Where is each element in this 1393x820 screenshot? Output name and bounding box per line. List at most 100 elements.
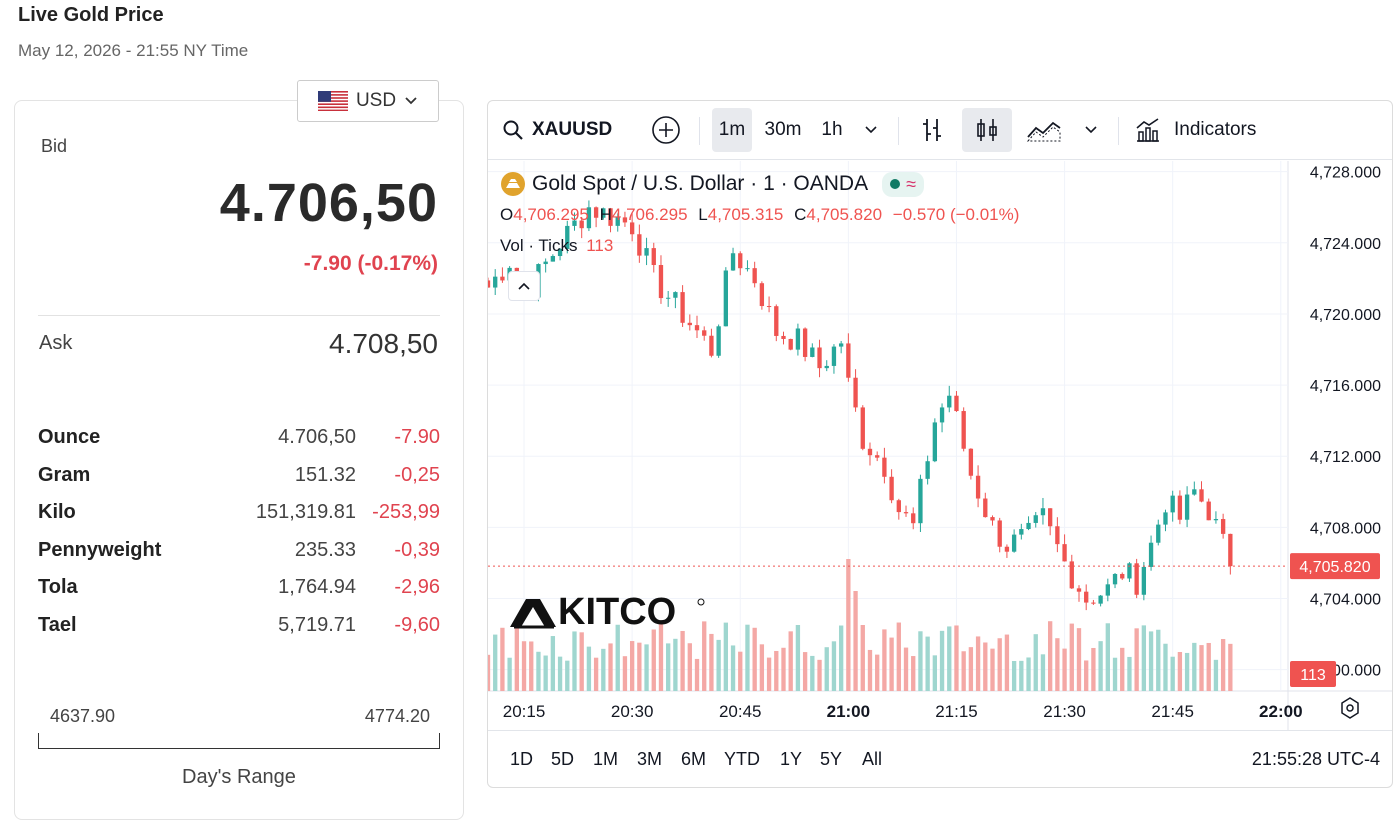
candle-body <box>543 261 548 265</box>
volume-bar <box>1199 645 1204 691</box>
volume-bar <box>543 655 548 691</box>
period-1m[interactable]: 1M <box>593 749 619 769</box>
volume-bar <box>730 645 736 691</box>
market-status-badge[interactable]: ≈ <box>882 171 924 197</box>
candle-body <box>1033 515 1038 523</box>
candle-body <box>889 476 894 501</box>
chart-area[interactable]: KITCO 4,728.000 4,724.000 4,720.000 4,716.0… <box>488 161 1392 731</box>
candle-body <box>629 222 635 235</box>
candle-body <box>1206 501 1211 521</box>
collapse-legend-button[interactable] <box>508 271 540 301</box>
price-tick-label: 4,720.000 <box>1310 307 1381 324</box>
currency-selector[interactable]: USD <box>297 80 439 122</box>
volume-bar <box>968 647 974 691</box>
volume-bar <box>1127 656 1132 691</box>
candle-body <box>1199 489 1204 502</box>
interval-menu[interactable] <box>856 108 886 152</box>
volume-bar <box>1011 660 1017 691</box>
axis-settings-button[interactable] <box>1341 697 1359 719</box>
volume-bar <box>615 624 620 691</box>
volume-bar <box>860 625 865 691</box>
candle-body <box>716 326 721 356</box>
volume-bar <box>1048 621 1053 691</box>
volume-bar <box>694 658 700 691</box>
volume-bar <box>853 591 858 691</box>
candle-body <box>1177 495 1183 520</box>
unit-value: 1,764.94 <box>278 576 356 598</box>
candle-body <box>673 292 678 298</box>
volume-bar <box>738 651 743 691</box>
open-value: 4,706.295 <box>513 205 589 224</box>
interval-1m[interactable]: 1m <box>712 108 752 152</box>
volume-bar <box>651 629 656 691</box>
chart-clock[interactable]: 21:55:28 UTC-4 <box>1251 749 1380 769</box>
volume-bar <box>500 627 505 691</box>
symbol-search[interactable]: XAUUSD <box>496 108 614 152</box>
volume-bar <box>1098 641 1103 691</box>
bar-style-button[interactable] <box>914 108 950 152</box>
chart-toolbar: XAUUSD 1m 30m 1h Indicators <box>488 101 1392 160</box>
page-subtitle: May 12, 2026 - 21:55 NY Time <box>18 41 249 60</box>
legend-change: −0.570 (−0.01%) <box>892 205 1020 224</box>
volume-bar <box>608 643 613 691</box>
candle-body <box>550 256 556 262</box>
volume-bar <box>666 643 671 691</box>
volume-tag: 113 <box>1290 661 1336 687</box>
price-tick-label: 4,728.000 <box>1310 165 1381 182</box>
period-1y[interactable]: 1Y <box>780 749 803 769</box>
candle-body <box>1120 573 1125 579</box>
period-5d[interactable]: 5D <box>551 749 575 769</box>
candles-style-button[interactable] <box>962 108 1012 152</box>
candle-body <box>838 343 844 347</box>
unit-name: Pennyweight <box>38 539 162 561</box>
volume-bar <box>788 631 793 691</box>
volume-bar <box>716 639 721 691</box>
volume-bar <box>947 626 952 691</box>
volume-bar <box>925 636 930 691</box>
volume-bar <box>774 650 779 691</box>
unit-value: 151.32 <box>294 464 356 486</box>
volume-bar <box>817 659 822 691</box>
volume-bar <box>529 641 534 691</box>
close-label: C <box>794 205 807 224</box>
last-price-value: 4,705.820 <box>1299 559 1370 576</box>
time-tick-label: 20:45 <box>719 702 762 721</box>
unit-change: -9,60 <box>394 614 440 636</box>
unit-row-tola: Tola 1,764.94 -2,96 <box>38 576 440 606</box>
volume-bar <box>903 647 909 691</box>
volume-bar <box>601 648 606 691</box>
indicators-button[interactable]: Indicators <box>1134 108 1284 152</box>
candle-body <box>608 208 613 226</box>
area-style-button[interactable] <box>1024 108 1064 152</box>
candle-body <box>601 208 606 218</box>
candle-body <box>637 234 642 256</box>
chart-style-menu[interactable] <box>1076 108 1106 152</box>
period-1d[interactable]: 1D <box>510 749 534 769</box>
watermark-text: KITCO <box>558 591 676 633</box>
volume-bar <box>911 656 916 691</box>
period-3m[interactable]: 3M <box>637 749 663 769</box>
period-all[interactable]: All <box>862 749 883 769</box>
period-ytd[interactable]: YTD <box>724 749 760 769</box>
period-5y[interactable]: 5Y <box>820 749 843 769</box>
toolbar-separator <box>1118 117 1119 145</box>
interval-30m[interactable]: 30m <box>764 119 802 140</box>
volume-bar <box>918 631 923 691</box>
gear-icon[interactable] <box>1341 697 1359 719</box>
period-6m[interactable]: 6M <box>681 749 707 769</box>
volume-label: Vol · Ticks <box>500 236 578 255</box>
ohlc-legend: O4,706.295 H4,706.295 L4,705.315 C4,705.… <box>500 205 1019 225</box>
time-tick-label: 20:30 <box>611 702 654 721</box>
chevron-down-icon <box>405 97 417 105</box>
price-chart[interactable]: KITCO 4,728.000 4,724.000 4,720.000 4,716.0… <box>488 161 1392 731</box>
time-tick-label: 22:00 <box>1259 702 1302 721</box>
candle-body <box>911 513 916 524</box>
open-label: O <box>500 205 514 224</box>
volume-bar <box>1120 647 1125 691</box>
compare-button[interactable] <box>646 108 686 152</box>
candle-body <box>493 276 498 288</box>
volume-bar <box>766 657 772 691</box>
volume-bar <box>939 630 945 691</box>
candle-body <box>572 220 577 226</box>
interval-1h[interactable]: 1h <box>821 119 843 140</box>
